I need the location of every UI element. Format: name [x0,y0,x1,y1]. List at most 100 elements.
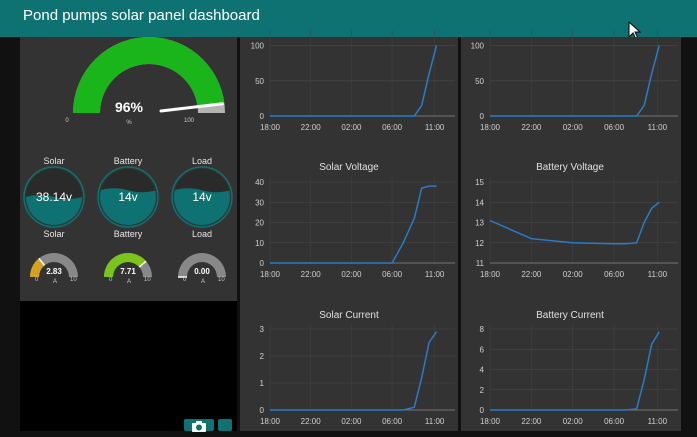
x-tick-label: 11:00 [648,270,668,279]
small-gauge-load [178,253,226,278]
main-gauge-min: 0 [65,118,69,124]
x-tick-label: 02:00 [563,417,584,426]
x-tick-label: 02:00 [563,270,584,279]
series-line [489,201,660,245]
left-edge [0,37,20,431]
x-tick-label: 22:00 [301,270,322,279]
small-gauge-max-battery: 10 [144,277,151,283]
y-tick-label: 20 [255,219,264,228]
small-gauge-unit-load: A [201,279,205,285]
small-gauge-value-load: 0.00 [194,267,210,276]
x-tick-label: 11:00 [425,417,445,426]
x-tick-label: 18:00 [260,417,281,426]
small-gauge-row: 2.83 7.71 0.00 0 A 10 0 A 10 0 A 10 [30,253,226,285]
small-gauge-max-load: 10 [218,277,225,283]
y-tick-label: 50 [475,77,484,86]
small-gauge-min-load: 0 [183,277,187,283]
x-tick-label: 11:00 [425,123,445,132]
y-tick-label: 0 [260,112,265,121]
y-tick-label: 6 [480,345,485,354]
y-tick-label: 0 [260,259,265,268]
main-gauge-max: 100 [184,118,195,124]
small-gauge-label-battery: Battery [113,229,143,239]
y-tick-label: 4 [480,366,485,375]
main-gauge-unit: % [126,120,132,126]
small-gauge-solar [30,253,78,277]
x-tick-label: 18:00 [260,123,281,132]
tank-load [171,166,233,228]
x-tick-label: 18:00 [480,417,501,426]
x-tick-label: 18:00 [480,123,501,132]
y-tick-label: 14 [475,198,484,207]
x-tick-label: 18:00 [480,270,501,279]
y-tick-label: 0 [260,406,265,415]
chart-title-solar-current: Solar Current [319,310,379,321]
chart-c4: 11 12 13 14 15 18:00 22:00 02:00 06:00 11:00 [475,177,678,279]
x-tick-label: 06:00 [604,123,625,132]
gauge-panel: 96% 0 % 100 Solar Battery Load 38.14v 14… [20,37,237,301]
page-title: Pond pumps solar panel dashboard [23,7,260,24]
tank-battery [97,166,159,228]
x-tick-label: 02:00 [341,417,362,426]
small-gauge-unit-solar: A [53,279,57,285]
chart-title-battery-current: Battery Current [536,310,604,321]
tank-label-solar: Solar [43,156,65,166]
small-gauge-unit-battery: A [127,279,131,285]
y-tick-label: 100 [471,42,485,51]
x-tick-label: 18:00 [260,270,281,279]
x-tick-label: 06:00 [604,417,625,426]
y-tick-label: 12 [475,239,484,248]
small-gauge-min-solar: 0 [35,277,39,283]
camera-secondary-button[interactable] [218,419,232,431]
tank-value-battery: 14v [118,190,138,204]
y-tick-label: 8 [480,325,485,334]
camera-view [20,301,237,431]
x-tick-label: 22:00 [521,123,542,132]
y-tick-label: 13 [475,219,484,228]
x-tick-label: 11:00 [648,417,668,426]
chart-c2: 0 50 100 18:00 22:00 02:00 06:00 11:00 [471,30,678,132]
x-tick-label: 22:00 [301,417,322,426]
main-gauge-value: 96% [115,99,144,115]
y-tick-label: 50 [255,77,264,86]
x-tick-label: 02:00 [341,270,362,279]
y-tick-label: 11 [476,259,485,268]
series-line [490,45,660,117]
y-tick-label: 100 [251,42,265,51]
x-tick-label: 06:00 [382,123,403,132]
small-gauge-min-battery: 0 [109,277,113,283]
small-gauge-label-load: Load [191,229,213,239]
y-tick-label: 0 [480,112,485,121]
tank-value-solar: 38.14v [35,190,73,204]
y-tick-label: 1 [260,379,265,388]
x-tick-label: 11:00 [648,123,668,132]
series-line [270,185,437,264]
y-tick-label: 3 [260,325,265,334]
x-tick-label: 11:00 [425,270,445,279]
camera-button[interactable] [184,419,214,432]
chart-c5: 0 1 2 3 18:00 22:00 02:00 06:00 11:00 [260,324,455,426]
x-tick-label: 06:00 [382,270,403,279]
chart-c1: 0 50 100 18:00 22:00 02:00 06:00 11:00 [251,30,455,132]
series-line [490,331,660,411]
chart-title-solar-voltage: Solar Voltage [319,162,379,173]
x-tick-label: 02:00 [563,123,584,132]
chart-c6: 0 2 4 6 8 18:00 22:00 02:00 06:00 11:00 [480,324,678,426]
y-tick-label: 10 [255,239,264,248]
y-tick-label: 15 [475,178,484,187]
header-bar: Pond pumps solar panel dashboard [0,0,697,37]
series-line [270,331,438,411]
camera-icon [192,421,206,432]
main-gauge: 96% 0 % 100 [65,37,225,126]
x-tick-label: 06:00 [604,270,625,279]
x-tick-label: 22:00 [521,270,542,279]
x-tick-label: 06:00 [382,417,403,426]
x-tick-label: 02:00 [341,123,362,132]
small-gauge-label-solar: Solar [43,229,65,239]
small-gauge-value-solar: 2.83 [46,267,62,276]
x-tick-label: 22:00 [301,123,322,132]
right-edge [681,37,697,431]
tank-row [23,166,233,228]
tank-solar [23,166,85,228]
